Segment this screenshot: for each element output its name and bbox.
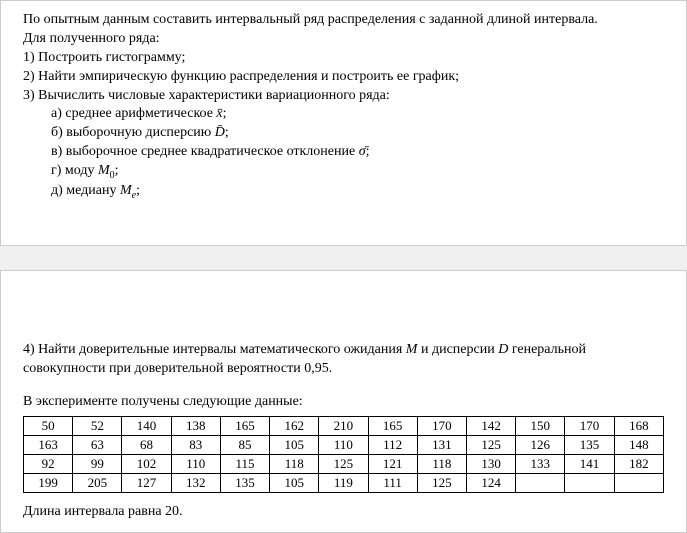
table-cell: 118 [417,454,466,473]
sub-item-e: д) медиану Me; [23,182,664,202]
table-cell [565,473,614,492]
sub-d-post: ; [115,163,119,178]
sub-c-post: ; [366,144,370,159]
intro-line-2: Для полученного ряда: [23,30,664,49]
sub-a-post: ; [223,106,227,121]
table-cell: 138 [171,416,220,435]
table-cell: 99 [73,454,122,473]
sub-a-pre: а) среднее арифметическое [51,106,216,121]
sub-c-var: σ̄ [359,144,366,159]
sub-c-pre: в) выборочное среднее квадратическое отк… [51,144,359,159]
table-row: 16363688385105110112131125126135148 [24,435,664,454]
table-cell: 112 [368,435,417,454]
table-row: 5052140138165162210165170142150170168 [24,416,664,435]
table-cell: 115 [220,454,269,473]
table-cell: 105 [270,473,319,492]
table-cell: 52 [73,416,122,435]
table-cell: 165 [368,416,417,435]
table-cell: 140 [122,416,171,435]
sub-b-var: D̄ [215,125,225,140]
table-cell: 163 [24,435,73,454]
sub-item-c: в) выборочное среднее квадратическое отк… [23,143,664,162]
table-cell: 111 [368,473,417,492]
experiment-text: В эксперименте получены следующие данные… [23,393,664,412]
table-cell: 92 [24,454,73,473]
table-cell: 125 [319,454,368,473]
table-cell: 85 [220,435,269,454]
table-cell: 125 [417,473,466,492]
table-cell: 168 [614,416,663,435]
table-cell: 170 [565,416,614,435]
item4-var-m: M [406,342,418,357]
item-1: 1) Построить гистограмму; [23,49,664,68]
table-cell: 105 [270,435,319,454]
sub-item-d: г) моду M0; [23,162,664,182]
table-cell: 150 [516,416,565,435]
item-2: 2) Найти эмпирическую функцию распределе… [23,68,664,87]
table-cell: 110 [319,435,368,454]
data-table: 5052140138165162210165170142150170168163… [23,416,664,493]
item4-text-a: 4) Найти доверительные интервалы математ… [23,342,406,357]
sub-item-b: б) выборочную дисперсию D̄; [23,124,664,143]
table-cell: 162 [270,416,319,435]
table-cell: 182 [614,454,663,473]
sub-e-var: M [120,183,132,198]
table-cell: 199 [24,473,73,492]
interval-text: Длина интервала равна 20. [23,503,664,522]
page-bottom: 4) Найти доверительные интервалы математ… [0,270,687,533]
table-cell: 141 [565,454,614,473]
sub-d-var: M [98,163,110,178]
item4-var-d: D [498,342,508,357]
table-cell: 63 [73,435,122,454]
table-cell: 132 [171,473,220,492]
item-3: 3) Вычислить числовые характеристики вар… [23,87,664,106]
table-cell: 126 [516,435,565,454]
item4-text-b: и дисперсии [417,342,498,357]
table-cell: 83 [171,435,220,454]
table-cell: 124 [466,473,515,492]
sub-b-post: ; [225,125,229,140]
table-cell: 118 [270,454,319,473]
intro-line-1: По опытным данным составить интервальный… [23,11,664,30]
sub-d-pre: г) моду [51,163,98,178]
table-cell: 170 [417,416,466,435]
table-cell: 68 [122,435,171,454]
table-cell: 165 [220,416,269,435]
table-cell: 121 [368,454,417,473]
page-top: По опытным данным составить интервальный… [0,0,687,246]
table-cell: 50 [24,416,73,435]
table-cell: 131 [417,435,466,454]
sub-e-post: ; [136,183,140,198]
sub-item-a: а) среднее арифметическое x̄; [23,105,664,124]
table-cell [516,473,565,492]
table-cell: 125 [466,435,515,454]
table-cell: 102 [122,454,171,473]
table-cell: 133 [516,454,565,473]
table-cell: 135 [565,435,614,454]
table-cell: 205 [73,473,122,492]
table-cell: 210 [319,416,368,435]
table-cell [614,473,663,492]
table-cell: 130 [466,454,515,473]
table-cell: 119 [319,473,368,492]
table-cell: 135 [220,473,269,492]
table-row: 9299102110115118125121118130133141182 [24,454,664,473]
data-table-body: 5052140138165162210165170142150170168163… [24,416,664,492]
table-cell: 110 [171,454,220,473]
table-row: 199205127132135105119111125124 [24,473,664,492]
sub-e-pre: д) медиану [51,183,120,198]
table-cell: 148 [614,435,663,454]
table-cell: 127 [122,473,171,492]
table-cell: 142 [466,416,515,435]
item-4: 4) Найти доверительные интервалы математ… [23,341,664,379]
sub-b-pre: б) выборочную дисперсию [51,125,215,140]
